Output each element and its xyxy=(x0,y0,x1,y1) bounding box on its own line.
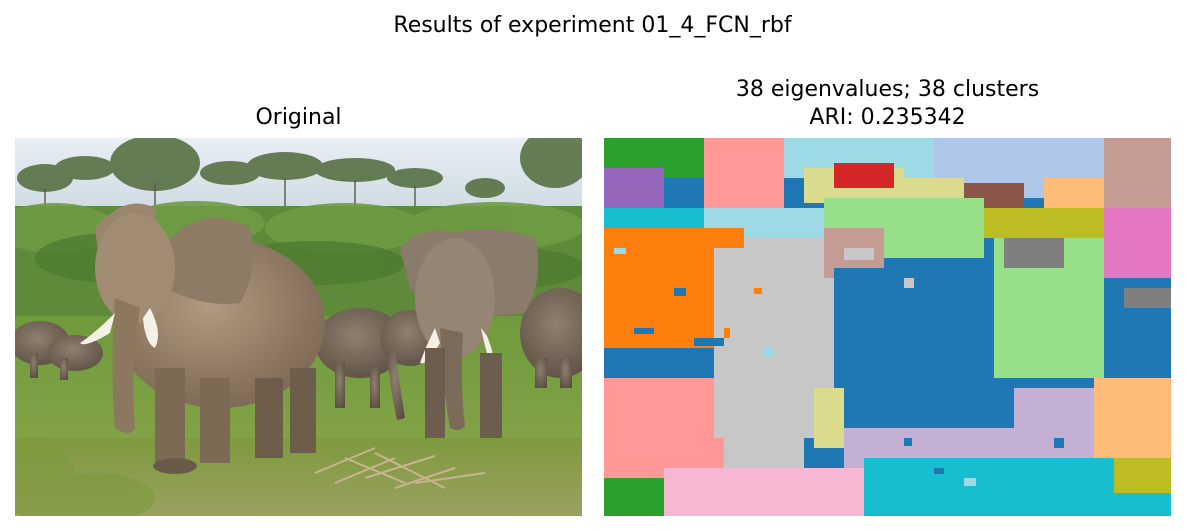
original-image-title: Original xyxy=(15,104,582,132)
elephant-photo xyxy=(15,138,582,516)
clustering-result-title: 38 eigenvalues; 38 clusters ARI: 0.23534… xyxy=(604,76,1171,132)
ari-score-text: ARI: 0.235342 xyxy=(809,105,966,130)
eigenvalues-clusters-text: 38 eigenvalues; 38 clusters xyxy=(735,77,1040,102)
figure-title: Results of experiment 01_4_FCN_rbf xyxy=(393,13,792,38)
cluster-label-map xyxy=(604,138,1171,516)
original-title-text: Original xyxy=(255,105,342,130)
original-image-panel xyxy=(15,138,582,516)
cluster-map-panel xyxy=(604,138,1171,516)
